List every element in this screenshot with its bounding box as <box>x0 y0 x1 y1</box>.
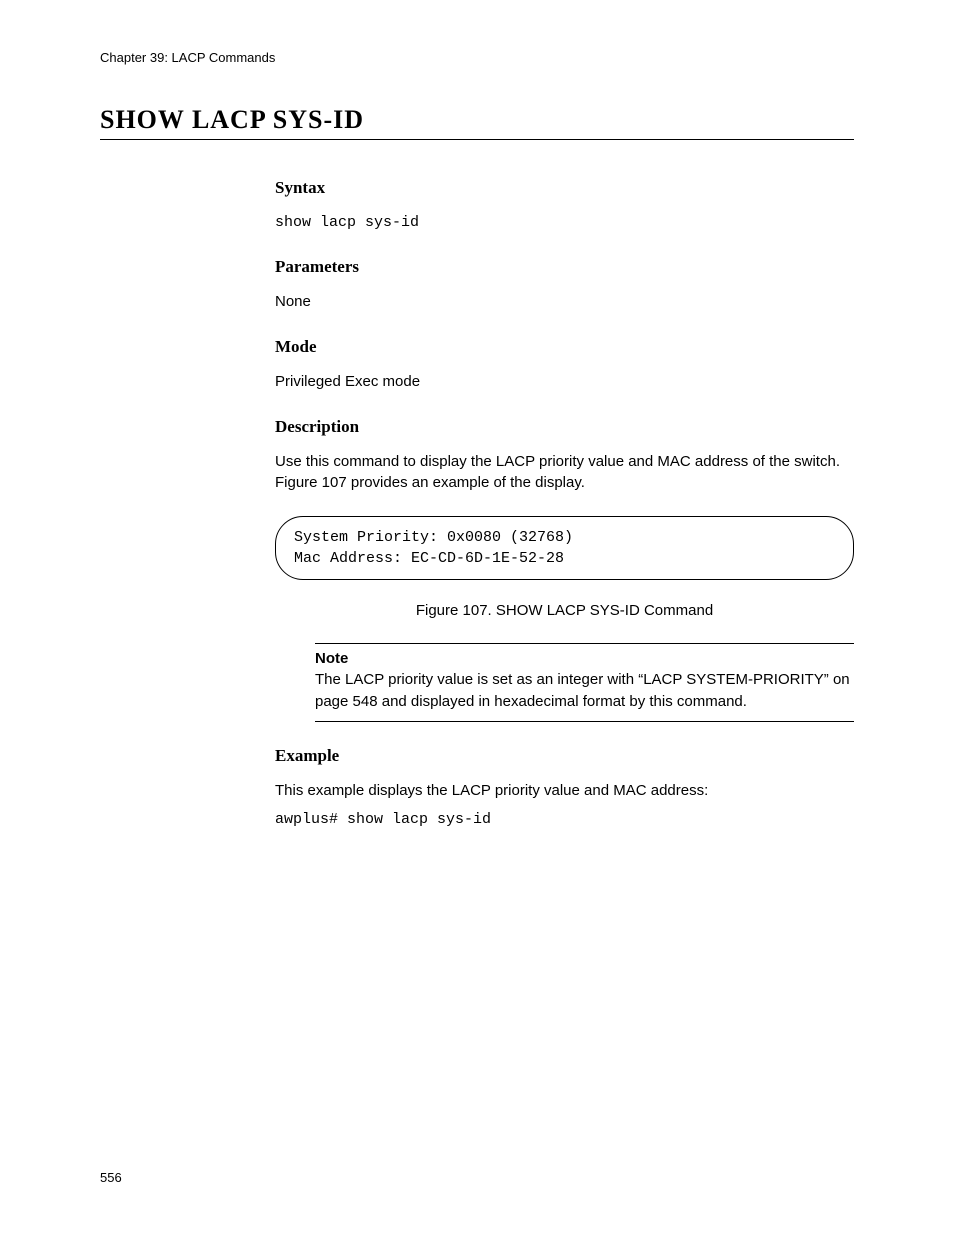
output-line2: Mac Address: EC-CD-6D-1E-52-28 <box>294 548 835 569</box>
parameters-heading: Parameters <box>275 257 854 277</box>
description-heading: Description <box>275 417 854 437</box>
example-text: This example displays the LACP priority … <box>275 780 854 802</box>
note-body: The LACP priority value is set as an int… <box>315 669 854 713</box>
note-title: Note <box>315 650 854 667</box>
note-block: Note The LACP priority value is set as a… <box>315 643 854 722</box>
syntax-heading: Syntax <box>275 178 854 198</box>
page-title: SHOW LACP SYS-ID <box>100 105 854 140</box>
example-heading: Example <box>275 746 854 766</box>
example-command: awplus# show lacp sys-id <box>275 809 854 830</box>
syntax-command: show lacp sys-id <box>275 212 854 233</box>
figure-caption: Figure 107. SHOW LACP SYS-ID Command <box>275 602 854 619</box>
output-line1: System Priority: 0x0080 (32768) <box>294 527 835 548</box>
chapter-header: Chapter 39: LACP Commands <box>100 50 854 65</box>
parameters-text: None <box>275 291 854 313</box>
mode-heading: Mode <box>275 337 854 357</box>
document-page: Chapter 39: LACP Commands SHOW LACP SYS-… <box>0 0 954 1235</box>
content-area: Syntax show lacp sys-id Parameters None … <box>275 178 854 830</box>
description-text: Use this command to display the LACP pri… <box>275 451 854 495</box>
mode-text: Privileged Exec mode <box>275 371 854 393</box>
output-box: System Priority: 0x0080 (32768) Mac Addr… <box>275 516 854 580</box>
page-number: 556 <box>100 1170 122 1185</box>
